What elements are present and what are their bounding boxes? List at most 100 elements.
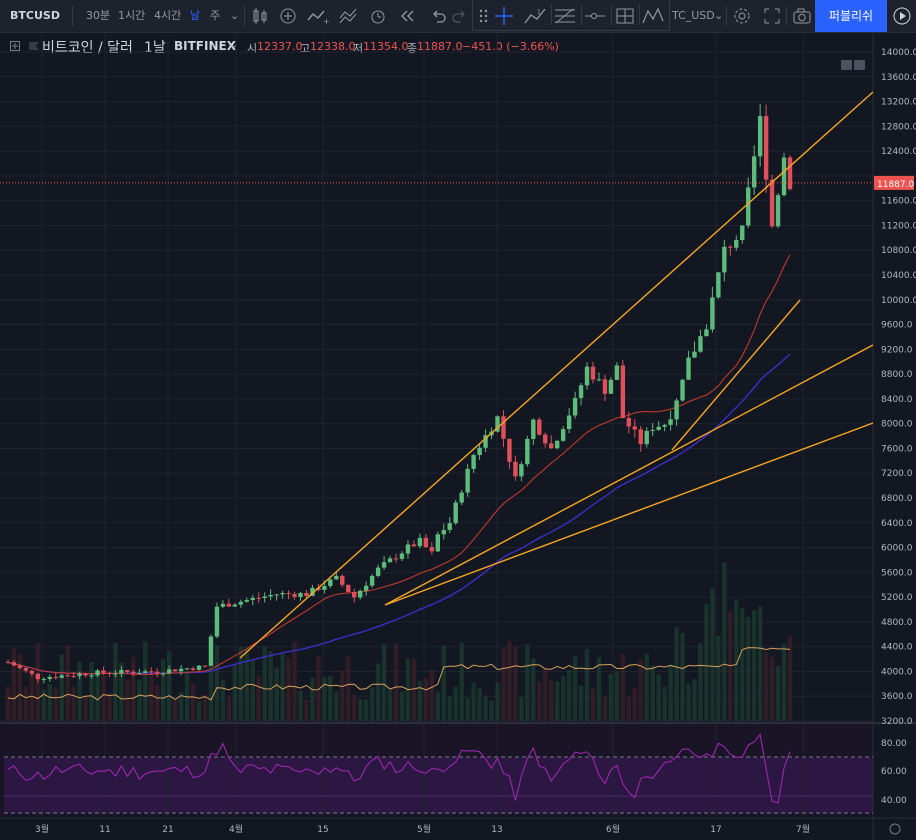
candle-down bbox=[53, 677, 58, 679]
volume-bar bbox=[292, 641, 297, 721]
price-tick-label: 3200.0 bbox=[881, 717, 913, 727]
candle-down bbox=[101, 670, 106, 673]
volume-bar bbox=[131, 656, 136, 721]
close-value: 11887.0 bbox=[417, 40, 463, 53]
price-tick-label: 4400.0 bbox=[881, 643, 913, 653]
trendline bbox=[384, 422, 874, 606]
volume-bar bbox=[17, 654, 23, 721]
candle-up bbox=[41, 678, 47, 680]
time-tick-label: 17 bbox=[710, 825, 721, 835]
candle-up bbox=[578, 385, 584, 398]
time-tick-label: 21 bbox=[162, 825, 173, 835]
candle-up bbox=[453, 502, 458, 524]
undo-icon[interactable] bbox=[428, 6, 448, 26]
indicators-icon[interactable]: + bbox=[306, 6, 330, 26]
price-tick-label: 5200.0 bbox=[881, 593, 913, 603]
candle-down bbox=[292, 593, 297, 597]
chart-type-candles-icon[interactable] bbox=[250, 6, 270, 26]
candle-down bbox=[423, 537, 429, 548]
drag-handle-icon[interactable] bbox=[477, 7, 491, 25]
compare-dropdown-chevron-icon[interactable]: ⌄ bbox=[714, 9, 724, 22]
price-tick-label: 6400.0 bbox=[881, 519, 913, 529]
volume-bar bbox=[620, 653, 626, 721]
exchange-chevron-icon[interactable]: ⌄ bbox=[229, 38, 239, 51]
candle-down bbox=[769, 179, 775, 227]
horizontal-ray-icon[interactable] bbox=[583, 5, 607, 27]
time-tick-label: 11 bbox=[99, 825, 110, 835]
candlesticks[interactable] bbox=[5, 104, 793, 684]
candle-up bbox=[250, 597, 255, 601]
volume-bar bbox=[137, 679, 142, 721]
volume-bar bbox=[519, 697, 524, 721]
time-tick-label: 15 bbox=[317, 825, 328, 835]
volume-bar bbox=[328, 675, 333, 721]
candle-up bbox=[47, 677, 52, 679]
compare-icon[interactable] bbox=[338, 6, 360, 26]
fib-retracement-icon[interactable] bbox=[553, 5, 577, 27]
redo-icon[interactable] bbox=[450, 6, 470, 26]
candle-up bbox=[704, 329, 709, 337]
volume-bar bbox=[453, 686, 458, 721]
price-tick-label: 3600.0 bbox=[881, 692, 913, 702]
snapshot-camera-icon[interactable] bbox=[792, 6, 812, 26]
fullscreen-icon[interactable] bbox=[762, 6, 782, 26]
trendlines[interactable] bbox=[239, 91, 874, 659]
collapse-legend-icon[interactable] bbox=[10, 41, 20, 51]
alert-clock-icon[interactable] bbox=[368, 6, 388, 26]
measure-tool-icon[interactable] bbox=[613, 5, 637, 27]
add-indicator-plus-icon[interactable] bbox=[278, 6, 298, 26]
candle-down bbox=[107, 672, 112, 674]
settings-gear-icon[interactable] bbox=[732, 6, 752, 26]
price-tick-label: 14000.0 bbox=[881, 48, 916, 58]
candle-down bbox=[23, 667, 29, 671]
compare-symbol-label[interactable]: TC_USD bbox=[672, 9, 715, 22]
candle-down bbox=[602, 379, 608, 394]
high-label: 고 bbox=[300, 42, 311, 55]
price-tick-label: 13200.0 bbox=[881, 98, 916, 108]
candle-up bbox=[722, 246, 727, 273]
volume-bar bbox=[638, 659, 643, 721]
candle-down bbox=[543, 434, 548, 444]
candle-up bbox=[363, 585, 369, 591]
candle-up bbox=[710, 297, 715, 330]
replay-play-button[interactable] bbox=[888, 0, 916, 32]
price-tick-label: 8800.0 bbox=[881, 370, 913, 380]
rsi-band bbox=[4, 756, 873, 814]
pattern-tool-icon[interactable] bbox=[641, 5, 665, 27]
interval-1w[interactable]: 주 bbox=[210, 9, 221, 22]
price-tick-label: 8000.0 bbox=[881, 420, 913, 430]
candle-down bbox=[17, 665, 23, 668]
symbol-search[interactable]: BTCUSD bbox=[10, 9, 60, 22]
candle-down bbox=[316, 587, 321, 590]
volume-bar bbox=[763, 651, 769, 721]
volume-bar bbox=[381, 644, 387, 721]
candle-up bbox=[244, 600, 249, 602]
interval-1d[interactable]: 날 bbox=[190, 9, 201, 22]
candle-up bbox=[584, 366, 590, 386]
low-label: 저 bbox=[353, 42, 364, 55]
candle-down bbox=[513, 461, 518, 477]
trendline-tool-icon[interactable]: 1 bbox=[523, 5, 547, 27]
flag-icon[interactable] bbox=[28, 41, 40, 51]
replay-rewind-icon[interactable] bbox=[398, 6, 418, 26]
legend-exchange[interactable]: BITFINEX bbox=[174, 39, 236, 53]
interval-4h[interactable]: 4시간 bbox=[154, 9, 182, 22]
interval-30m[interactable]: 30분 bbox=[86, 9, 111, 22]
crosshair-tool-icon[interactable] bbox=[493, 5, 515, 27]
candle-up bbox=[734, 239, 739, 248]
volume-bar bbox=[101, 674, 106, 721]
interval-1h[interactable]: 1시간 bbox=[118, 9, 146, 22]
candle-up bbox=[781, 157, 787, 196]
candle-up bbox=[328, 579, 333, 587]
candle-up bbox=[471, 454, 476, 469]
price-chart[interactable]: 11887.0 14000.0 13600.0 13200.0 12800.0 12400… bbox=[0, 32, 916, 840]
candle-up bbox=[184, 668, 190, 670]
volume-bar bbox=[399, 691, 405, 721]
volume-bar bbox=[507, 641, 512, 721]
price-tick-label: 6000.0 bbox=[881, 544, 913, 554]
interval-dropdown-chevron-icon[interactable]: ⌄ bbox=[230, 9, 240, 22]
play-icon bbox=[893, 7, 911, 25]
publish-button[interactable]: 퍼블리쉬 bbox=[815, 0, 887, 32]
volume-bar bbox=[274, 667, 279, 721]
candle-up bbox=[119, 670, 124, 674]
